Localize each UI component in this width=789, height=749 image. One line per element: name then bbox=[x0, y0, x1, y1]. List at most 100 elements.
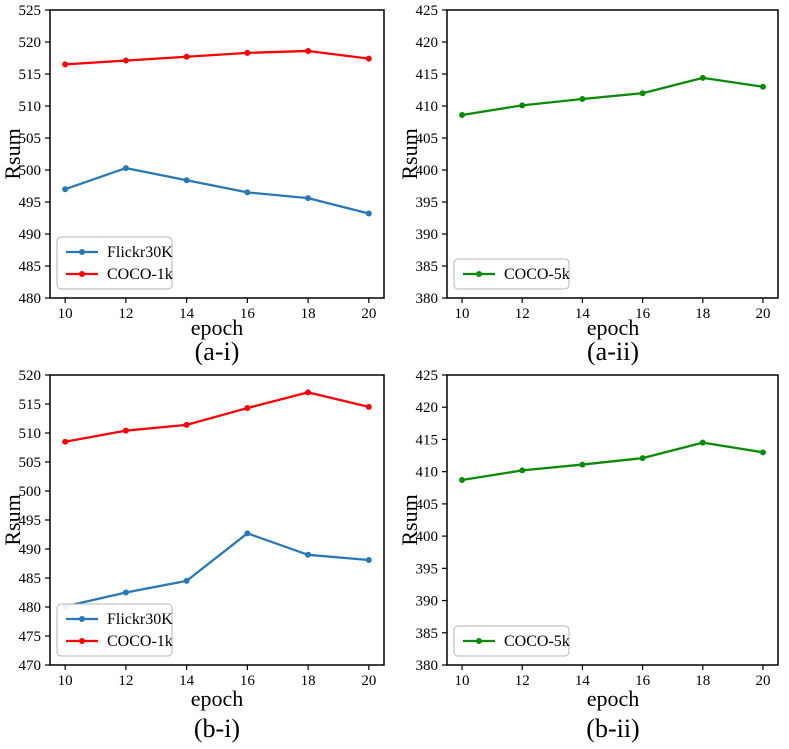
data-point bbox=[365, 210, 372, 217]
axes-frame bbox=[49, 374, 385, 666]
legend-box bbox=[56, 236, 173, 290]
x-tick-label: 12 bbox=[515, 306, 530, 322]
x-tick-label: 10 bbox=[455, 306, 470, 322]
y-tick-label: 525 bbox=[19, 3, 42, 19]
y-tick-label: 490 bbox=[19, 227, 42, 243]
legend-box bbox=[453, 625, 570, 657]
data-point bbox=[244, 405, 251, 412]
x-tick-label: 18 bbox=[301, 306, 316, 322]
series-line-Flickr30K bbox=[64, 166, 370, 215]
chart-b-i: 470 475 480 485 490 495 500 505 510 515 520 10 12 14 1… bbox=[0, 368, 385, 743]
legend-marker bbox=[476, 638, 482, 644]
y-tick-label: 390 bbox=[416, 227, 439, 243]
y-tick-label: 415 bbox=[416, 67, 439, 83]
x-tick-label: 10 bbox=[58, 306, 73, 322]
data-point bbox=[579, 95, 586, 102]
legend-label: COCO-5k bbox=[504, 266, 570, 283]
y-tick-label: 515 bbox=[19, 67, 42, 83]
data-point bbox=[759, 83, 766, 90]
x-axis-label: epoch bbox=[191, 686, 244, 711]
y-tick-label: 425 bbox=[416, 3, 439, 19]
x-tick-label: 16 bbox=[240, 306, 256, 322]
legend-label: COCO-1k bbox=[107, 633, 173, 650]
y-tick-label: 385 bbox=[416, 626, 439, 642]
y-tick-label: 425 bbox=[416, 368, 439, 384]
y-tick-label: 470 bbox=[19, 658, 42, 674]
data-point bbox=[459, 111, 466, 118]
legend-box bbox=[453, 258, 570, 290]
chart-a-ii-plot-area: 380 385 390 395 400 405 410 415 420 425 10 12 14 16 18… bbox=[416, 3, 779, 322]
data-point bbox=[305, 389, 312, 396]
data-point bbox=[519, 467, 526, 474]
y-tick-label: 390 bbox=[416, 594, 439, 610]
y-tick-label: 405 bbox=[416, 497, 439, 513]
x-tick-label: 18 bbox=[301, 673, 316, 689]
y-tick-label: 495 bbox=[19, 195, 42, 211]
data-point bbox=[62, 61, 69, 68]
data-point bbox=[365, 557, 372, 564]
data-point bbox=[62, 438, 69, 445]
data-point bbox=[519, 102, 526, 109]
x-tick-label: 16 bbox=[635, 673, 651, 689]
y-tick-label: 500 bbox=[19, 163, 42, 179]
y-tick-label: 415 bbox=[416, 432, 439, 448]
y-axis-label: Rsum bbox=[0, 494, 25, 545]
subplot-caption: (b-i) bbox=[194, 714, 240, 743]
x-tick-label: 20 bbox=[361, 673, 376, 689]
x-tick-label: 20 bbox=[755, 306, 770, 322]
chart-b-ii-plot-area: 380 385 390 395 400 405 410 415 420 425 10 12 14 16 18… bbox=[416, 368, 779, 689]
legend-label: Flickr30K bbox=[107, 611, 173, 628]
data-point bbox=[244, 49, 251, 56]
legend-marker bbox=[79, 249, 85, 255]
legend-label: COCO-1k bbox=[107, 266, 173, 283]
y-axis-label: Rsum bbox=[0, 128, 25, 179]
legend-marker bbox=[476, 271, 482, 277]
axes-frame bbox=[446, 9, 779, 299]
y-tick-label: 400 bbox=[416, 163, 439, 179]
y-tick-label: 380 bbox=[416, 291, 439, 307]
x-tick-label: 14 bbox=[179, 306, 195, 322]
data-point bbox=[365, 403, 372, 410]
chart-a-i: 480 485 490 495 500 505 510 515 520 525 10 12 14 16 18… bbox=[0, 3, 385, 365]
x-axis-label: epoch bbox=[587, 315, 640, 340]
y-tick-label: 495 bbox=[19, 513, 42, 529]
y-tick-label: 520 bbox=[19, 368, 42, 384]
data-point bbox=[122, 57, 129, 64]
legend-marker bbox=[79, 638, 85, 644]
series-line-COCO-1k bbox=[64, 49, 370, 66]
y-tick-label: 490 bbox=[19, 542, 42, 558]
data-point bbox=[305, 551, 312, 558]
x-axis-label: epoch bbox=[587, 686, 640, 711]
y-tick-label: 485 bbox=[19, 571, 42, 587]
y-axis-label: Rsum bbox=[397, 494, 422, 545]
y-tick-label: 395 bbox=[416, 195, 439, 211]
y-tick-label: 420 bbox=[416, 400, 439, 416]
x-tick-label: 18 bbox=[695, 306, 710, 322]
data-point bbox=[183, 177, 190, 184]
x-tick-label: 16 bbox=[240, 673, 256, 689]
x-tick-label: 16 bbox=[635, 306, 651, 322]
data-point bbox=[639, 455, 646, 462]
y-tick-label: 405 bbox=[416, 131, 439, 147]
y-tick-label: 480 bbox=[19, 291, 42, 307]
data-point bbox=[639, 90, 646, 97]
chart-b-ii: 380 385 390 395 400 405 410 415 420 425 10 12 14 16 18… bbox=[397, 368, 779, 743]
data-point bbox=[183, 577, 190, 584]
data-point bbox=[579, 461, 586, 468]
axes-frame bbox=[446, 374, 779, 666]
y-tick-label: 515 bbox=[19, 397, 42, 413]
y-tick-label: 475 bbox=[19, 629, 42, 645]
subplot-caption: (a-i) bbox=[195, 337, 240, 365]
data-point bbox=[122, 589, 129, 596]
legend-marker bbox=[79, 271, 85, 277]
subplot-caption: (a-ii) bbox=[587, 337, 639, 365]
y-tick-label: 480 bbox=[19, 600, 42, 616]
legend-box bbox=[56, 603, 173, 657]
y-tick-label: 420 bbox=[416, 35, 439, 51]
y-tick-label: 380 bbox=[416, 658, 439, 674]
data-point bbox=[699, 74, 706, 81]
data-point bbox=[183, 421, 190, 428]
y-tick-label: 385 bbox=[416, 259, 439, 275]
x-tick-label: 10 bbox=[58, 673, 73, 689]
